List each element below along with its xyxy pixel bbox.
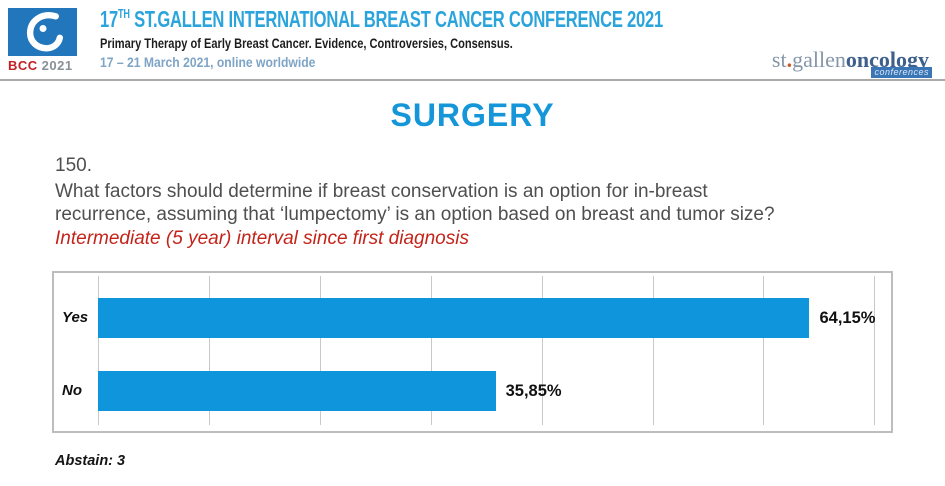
category-label: No <box>62 382 82 399</box>
stgallen-oncology-logo: st.gallenoncology conferences <box>771 47 932 78</box>
breast-drop-icon <box>26 12 63 52</box>
conference-dates: 17 – 21 March 2021, online worldwide <box>100 55 316 70</box>
abstain-note: Abstain: 3 <box>55 453 126 469</box>
gridline <box>208 276 210 425</box>
org-logo-gallen: gallen <box>792 47 846 72</box>
bcc-logo: BCC 2021 <box>8 8 80 73</box>
conference-title: 17TH ST.GALLEN INTERNATIONAL BREAST CANC… <box>100 6 664 32</box>
question-line-2: recurrence, assuming that ‘lumpectomy’ i… <box>55 204 775 225</box>
gridline <box>319 276 321 425</box>
bar-chart: 64,15% 35,85% Yes No <box>52 271 893 433</box>
bcc-logo-year: 2021 <box>41 58 73 73</box>
value-label: 64,15% <box>819 309 876 327</box>
org-logo-st: st <box>771 47 787 72</box>
section-title: SURGERY <box>390 97 555 133</box>
gridline <box>430 276 432 425</box>
category-label: Yes <box>62 309 89 326</box>
header-divider <box>0 79 945 81</box>
question-line-1: What factors should determine if breast … <box>55 180 708 202</box>
value-label: 35,85% <box>505 382 562 400</box>
conference-heading: 17TH ST.GALLEN INTERNATIONAL BREAST CANC… <box>100 6 882 70</box>
gridline <box>652 276 654 425</box>
ordinal-suffix: TH <box>117 7 130 21</box>
question-block: 150. What factors should determine if br… <box>55 154 945 250</box>
org-logo-conferences-tag: conferences <box>871 67 932 78</box>
slide-header: BCC 2021 17TH ST.GALLEN INTERNATIONAL BRE… <box>0 0 945 82</box>
bcc-logo-square <box>8 8 77 56</box>
bar <box>98 371 496 411</box>
org-logo-dot: . <box>786 47 793 72</box>
gridline <box>98 276 99 425</box>
bar <box>98 298 810 338</box>
question-interval-highlight: Intermediate (5 year) interval since fir… <box>55 227 469 249</box>
gridline <box>874 276 876 425</box>
bcc-logo-caption: BCC 2021 <box>8 58 80 73</box>
conference-subtitle: Primary Therapy of Early Breast Cancer. … <box>100 36 513 51</box>
question-number: 150. <box>55 155 92 176</box>
gridline <box>763 276 765 425</box>
chart-plot: 64,15% 35,85% <box>98 273 891 431</box>
bcc-logo-text: BCC <box>8 58 38 73</box>
gridline <box>541 276 543 425</box>
